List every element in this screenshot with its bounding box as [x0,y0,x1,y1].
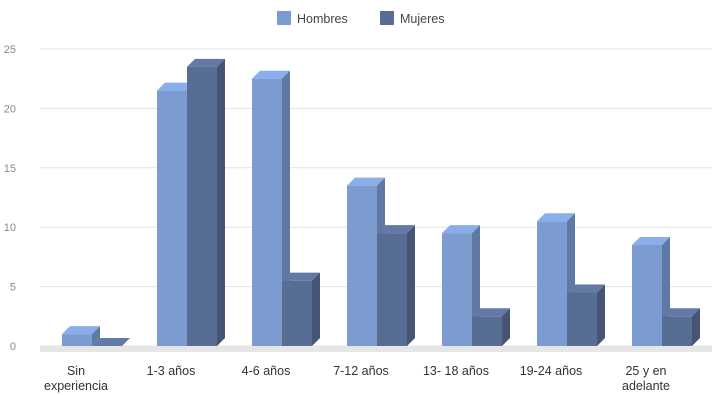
legend-label: Mujeres [400,12,444,26]
x-tick-label: 19-24 años [520,364,583,378]
y-tick-label: 5 [10,282,16,294]
bar-mujeres-3 [377,225,415,346]
bar-side [502,308,510,346]
bar-front [157,90,187,346]
bar-top [282,272,320,281]
bar-top [62,326,100,335]
legend-item-hombres[interactable]: Hombres [277,11,348,26]
bar-front [282,280,312,346]
bar-mujeres-0 [92,338,130,346]
bar-top [567,284,605,293]
bar-front [252,78,282,346]
bars [62,58,700,346]
bar-front [632,245,662,346]
legend-swatch [277,11,291,25]
bar-front [662,316,692,346]
bar-side [92,326,100,346]
legend-item-mujeres[interactable]: Mujeres [380,11,444,26]
bar-front [187,66,217,346]
x-axis: Sin experiencia 1-3 años 4-6 años 7-12 años 1… [44,364,670,393]
bar-top [442,225,480,234]
x-tick-label: Sin experiencia [44,364,108,393]
bar-front [347,185,377,346]
bar-top [157,82,195,91]
x-tick-label: 7-12 años [333,364,389,378]
floor-band [40,346,712,352]
bar-top [187,58,225,67]
chart-floor [40,346,712,352]
bar-mujeres-5 [567,284,605,346]
x-tick-label: 13- 18 años [423,364,489,378]
bar-side [407,225,415,346]
bar-side [217,58,225,346]
y-tick-label: 10 [4,222,16,234]
bar-mujeres-1 [187,58,225,346]
bar-top [537,213,575,222]
bar-top [472,308,510,317]
bar-top [632,237,670,246]
bar-top [662,308,700,317]
bar-top [377,225,415,234]
bar-front [62,334,92,346]
x-tick-label: 25 y en adelante [622,364,670,393]
y-tick-label: 15 [4,163,16,175]
bar-mujeres-6 [662,308,700,346]
bar-front [442,233,472,346]
x-tick-label: 1-3 años [147,364,196,378]
bar-front [567,292,597,346]
y-tick-label: 25 [4,44,16,56]
bar-mujeres-2 [282,272,320,346]
bar-side [692,308,700,346]
bar-hombres-0 [62,326,100,346]
bar-front [472,316,502,346]
bar-hombres-5 [537,213,575,346]
bar-top [92,338,130,346]
bar-top [347,177,385,186]
y-tick-label: 20 [4,103,16,115]
bar-mujeres-4 [472,308,510,346]
bar-top [252,70,290,79]
bar-side [597,284,605,346]
legend[interactable]: Hombres Mujeres [277,11,444,26]
legend-swatch [380,11,394,25]
bar-front [377,233,407,346]
y-axis: 0 5 10 15 20 25 [4,44,16,353]
bar-side [312,272,320,346]
x-tick-label: 4-6 años [242,364,291,378]
legend-label: Hombres [297,12,348,26]
bar-front [537,221,567,346]
y-tick-label: 0 [10,341,16,353]
